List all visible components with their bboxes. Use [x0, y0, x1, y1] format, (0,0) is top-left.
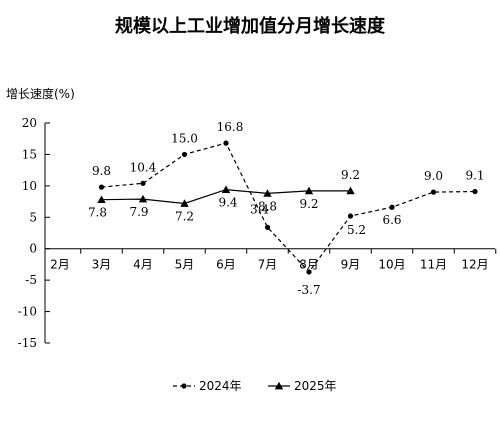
y-tick-label: -10	[18, 305, 37, 319]
data-point-2025	[346, 186, 355, 195]
data-label-2025: 7.2	[175, 209, 194, 223]
y-tick-label: -15	[18, 336, 37, 350]
x-category-label: 7月	[258, 258, 278, 272]
x-category-label: 4月	[133, 258, 153, 272]
legend-label-2025: 2025年	[294, 379, 337, 393]
data-label-2025: 9.4	[218, 196, 237, 210]
legend-label-2024: 2024年	[199, 379, 242, 393]
x-category-label: 10月	[378, 258, 405, 272]
y-tick-label: -5	[25, 273, 37, 287]
data-label-2024: 9.0	[424, 169, 443, 183]
data-label-2024: 10.4	[130, 160, 157, 174]
data-label-2025: 9.2	[299, 197, 318, 211]
data-label-2024: 9.1	[465, 169, 484, 183]
data-point-2025	[304, 186, 314, 195]
data-point-2024	[430, 189, 437, 195]
data-point-2025	[138, 194, 148, 203]
data-point-2024	[264, 224, 271, 230]
x-category-label: 9月	[341, 258, 361, 272]
data-point-2024	[223, 140, 229, 146]
data-point-2025	[221, 185, 231, 193]
data-label-2024: 16.8	[217, 120, 244, 134]
data-label-2024: 3.4	[250, 202, 269, 216]
series-line-2024	[101, 142, 476, 273]
chart-title: 规模以上工业增加值分月增长速度	[115, 15, 386, 37]
data-label-2024: 6.6	[382, 213, 401, 227]
data-point-2025	[97, 195, 106, 204]
data-point-2025	[263, 189, 272, 197]
legend-marker-2024	[181, 383, 187, 389]
x-category-label: 11月	[420, 258, 447, 272]
data-point-2025	[180, 199, 189, 207]
y-tick-label: 5	[29, 210, 37, 224]
x-category-label: 3月	[92, 258, 112, 272]
legend: 2024年 2025年	[173, 379, 337, 393]
y-tick-label: 0	[29, 242, 37, 256]
data-label-2024: 15.0	[171, 131, 198, 145]
x-category-label: 2月	[50, 258, 70, 272]
data-point-2024	[140, 180, 146, 186]
data-label-2025: 9.2	[341, 168, 360, 182]
x-category-label: 8月	[299, 258, 319, 272]
y-tick-label: 15	[22, 147, 37, 161]
data-label-2025: 7.9	[129, 205, 148, 219]
x-category-label: 12月	[461, 258, 488, 272]
y-axis-label: 增长速度(%)	[6, 86, 75, 101]
x-category-label: 5月	[175, 258, 195, 272]
data-label-2025: 7.8	[88, 206, 107, 220]
data-point-2024	[181, 151, 188, 158]
data-label-2024: 9.8	[92, 164, 111, 178]
data-point-2024	[347, 213, 354, 219]
data-label-2024: -3.7	[297, 283, 320, 297]
data-point-2024	[472, 188, 478, 195]
data-point-2024	[389, 204, 395, 210]
y-tick-label: 20	[22, 116, 37, 130]
data-point-2024	[306, 269, 312, 275]
y-tick-label: 10	[22, 179, 37, 193]
x-category-label: 6月	[216, 258, 236, 272]
legend-marker-2025	[274, 381, 284, 390]
data-point-2024	[98, 184, 105, 190]
data-label-2024: 5.2	[347, 223, 366, 237]
data-label-2025: 8.8	[258, 199, 277, 213]
